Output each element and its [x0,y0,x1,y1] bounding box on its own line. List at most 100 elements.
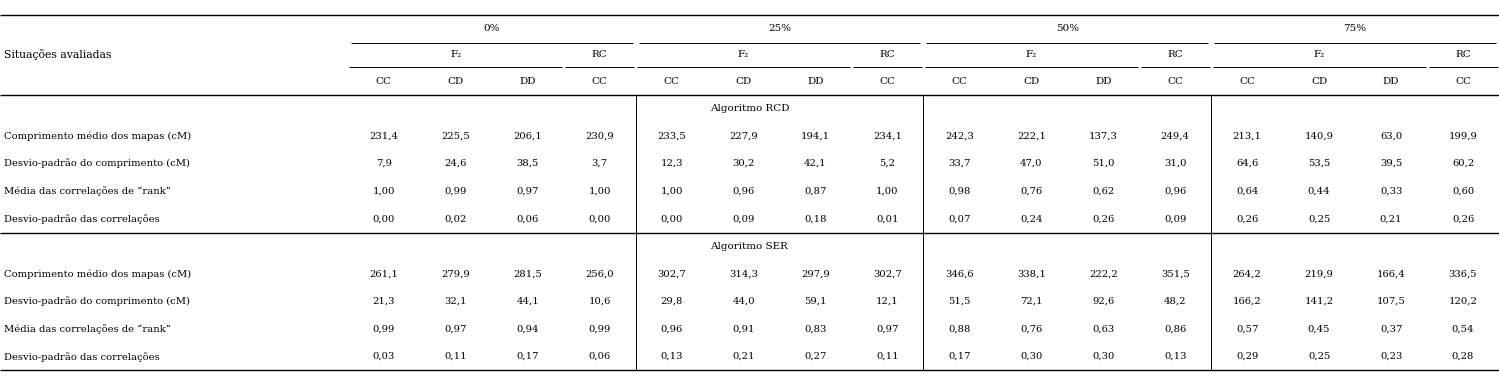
Text: 0,97: 0,97 [877,325,898,333]
Text: Desvio-padrão do comprimento (cM): Desvio-padrão do comprimento (cM) [4,159,190,169]
Text: 1,00: 1,00 [660,187,684,196]
Text: 0,83: 0,83 [805,325,826,333]
Text: CC: CC [376,77,391,86]
Text: 0,21: 0,21 [732,352,755,361]
Text: 21,3: 21,3 [372,297,396,306]
Text: 194,1: 194,1 [800,132,830,141]
Text: 0,28: 0,28 [1453,352,1474,361]
Text: F₂: F₂ [1025,50,1037,59]
Text: Situações avaliadas: Situações avaliadas [4,50,112,60]
Text: 336,5: 336,5 [1448,270,1478,278]
Text: 302,7: 302,7 [872,270,902,278]
Text: 0,24: 0,24 [1019,214,1043,223]
Text: 63,0: 63,0 [1381,132,1402,141]
Text: 0,18: 0,18 [803,214,827,223]
Text: 51,5: 51,5 [947,297,971,306]
Text: RC: RC [1456,50,1471,59]
Text: 44,1: 44,1 [516,297,540,306]
Text: Algoritmo SER: Algoritmo SER [711,242,788,251]
Text: 5,2: 5,2 [880,159,895,168]
Text: 0,26: 0,26 [1093,214,1114,223]
Text: 120,2: 120,2 [1448,297,1478,306]
Text: 33,7: 33,7 [949,159,970,168]
Text: 1,00: 1,00 [588,187,612,196]
Text: 0,07: 0,07 [949,214,970,223]
Text: 231,4: 231,4 [369,132,399,141]
Text: 75%: 75% [1343,24,1367,33]
Text: DD: DD [519,77,537,86]
Text: Desvio-padrão das correlações: Desvio-padrão das correlações [4,214,160,224]
Text: 51,0: 51,0 [1091,159,1115,168]
Text: 29,8: 29,8 [661,297,682,306]
Text: 0,99: 0,99 [589,325,610,333]
Text: 0,76: 0,76 [1021,325,1042,333]
Text: 64,6: 64,6 [1237,159,1258,168]
Text: 219,9: 219,9 [1304,270,1334,278]
Text: 7,9: 7,9 [376,159,391,168]
Text: 0,30: 0,30 [1093,352,1114,361]
Text: 30,2: 30,2 [733,159,754,168]
Text: 222,2: 222,2 [1088,270,1118,278]
Text: CD: CD [1024,77,1039,86]
Text: 0,26: 0,26 [1453,214,1474,223]
Text: F₂: F₂ [1313,50,1325,59]
Text: Média das correlações de “rank”: Média das correlações de “rank” [4,186,171,196]
Text: 0,97: 0,97 [445,325,466,333]
Text: 0,00: 0,00 [661,214,682,223]
Text: 222,1: 222,1 [1016,132,1046,141]
Text: 0,54: 0,54 [1451,325,1475,333]
Text: 0,27: 0,27 [805,352,826,361]
Text: 0,06: 0,06 [517,214,538,223]
Text: 242,3: 242,3 [944,132,974,141]
Text: 227,9: 227,9 [729,132,758,141]
Text: 166,2: 166,2 [1232,297,1262,306]
Text: 0,99: 0,99 [373,325,394,333]
Text: 92,6: 92,6 [1093,297,1114,306]
Text: 0,25: 0,25 [1309,352,1330,361]
Text: Comprimento médio dos mapas (cM): Comprimento médio dos mapas (cM) [4,131,192,141]
Text: 1,00: 1,00 [875,187,899,196]
Text: 0%: 0% [483,24,501,33]
Text: 0,87: 0,87 [805,187,826,196]
Text: 141,2: 141,2 [1304,297,1334,306]
Text: 0,88: 0,88 [949,325,970,333]
Text: 0,44: 0,44 [1307,187,1331,196]
Text: CC: CC [1168,77,1183,86]
Text: 42,1: 42,1 [803,159,827,168]
Text: 230,9: 230,9 [585,132,615,141]
Text: 351,5: 351,5 [1160,270,1190,278]
Text: 0,37: 0,37 [1381,325,1402,333]
Text: 249,4: 249,4 [1160,132,1190,141]
Text: 346,6: 346,6 [944,270,974,278]
Text: CC: CC [880,77,895,86]
Text: CD: CD [736,77,751,86]
Text: 140,9: 140,9 [1304,132,1334,141]
Text: Algoritmo RCD: Algoritmo RCD [709,104,790,113]
Text: 0,23: 0,23 [1381,352,1402,361]
Text: 0,01: 0,01 [875,214,899,223]
Text: 38,5: 38,5 [517,159,538,168]
Text: 0,64: 0,64 [1237,187,1258,196]
Text: 199,9: 199,9 [1448,132,1478,141]
Text: 0,91: 0,91 [732,325,755,333]
Text: 0,21: 0,21 [1379,214,1403,223]
Text: 12,3: 12,3 [660,159,684,168]
Text: 44,0: 44,0 [732,297,755,306]
Text: F₂: F₂ [450,50,462,59]
Text: 0,25: 0,25 [1309,214,1330,223]
Text: 59,1: 59,1 [803,297,827,306]
Text: 0,11: 0,11 [444,352,468,361]
Text: CC: CC [1240,77,1255,86]
Text: CC: CC [664,77,679,86]
Text: 48,2: 48,2 [1163,297,1187,306]
Text: 233,5: 233,5 [657,132,687,141]
Text: 0,03: 0,03 [373,352,394,361]
Text: F₂: F₂ [738,50,750,59]
Text: RC: RC [1168,50,1183,59]
Text: 24,6: 24,6 [445,159,466,168]
Text: 47,0: 47,0 [1019,159,1043,168]
Text: 0,17: 0,17 [516,352,540,361]
Text: Desvio-padrão das correlações: Desvio-padrão das correlações [4,352,160,361]
Text: CC: CC [592,77,607,86]
Text: DD: DD [1382,77,1400,86]
